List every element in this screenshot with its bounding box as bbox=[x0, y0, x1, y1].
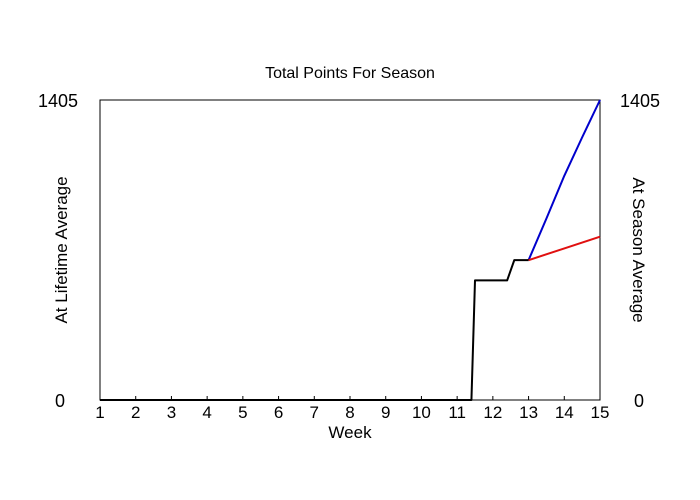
y-right-min-label: 0 bbox=[634, 391, 644, 411]
x-tick-label: 2 bbox=[131, 403, 140, 422]
x-axis-label: Week bbox=[328, 423, 372, 442]
series-line-season bbox=[528, 235, 601, 262]
x-tick-label: 12 bbox=[483, 403, 502, 422]
x-tick-label: 10 bbox=[412, 403, 431, 422]
x-tick-label: 6 bbox=[274, 403, 283, 422]
series-line-lifetime bbox=[527, 99, 601, 261]
x-tick-label: 15 bbox=[591, 403, 610, 422]
plot-frame bbox=[99, 99, 601, 401]
y-left-max-label: 1405 bbox=[38, 91, 78, 111]
x-axis-ticks: 1 2 3 4 5 6 7 8 9 10 11 12 13 14 15 bbox=[95, 396, 609, 422]
series-lines bbox=[100, 99, 601, 401]
y-left-axis-label: At Lifetime Average bbox=[52, 176, 71, 323]
x-tick-label: 11 bbox=[448, 403, 466, 422]
chart-title: Total Points For Season bbox=[265, 65, 435, 82]
y-left-min-label: 0 bbox=[55, 391, 65, 411]
x-tick-label: 14 bbox=[555, 403, 574, 422]
series-line-actual bbox=[100, 259, 529, 401]
x-tick-label: 4 bbox=[202, 403, 211, 422]
x-tick-label: 7 bbox=[310, 403, 319, 422]
x-tick-label: 8 bbox=[345, 403, 354, 422]
x-tick-label: 5 bbox=[238, 403, 247, 422]
x-tick-label: 13 bbox=[519, 403, 538, 422]
x-tick-label: 9 bbox=[381, 403, 390, 422]
x-tick-label: 1 bbox=[95, 403, 104, 422]
y-right-axis-label: At Season Average bbox=[629, 177, 648, 322]
y-right-max-label: 1405 bbox=[620, 91, 660, 111]
x-tick-label: 3 bbox=[167, 403, 176, 422]
